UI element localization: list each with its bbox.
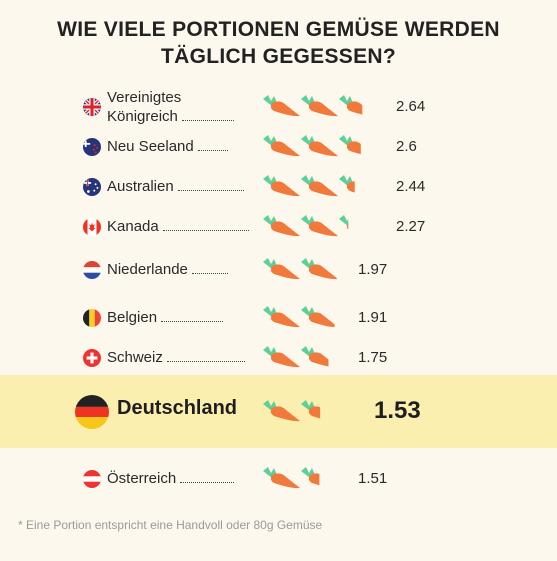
carrot-mark xyxy=(339,175,355,193)
carrot-mark xyxy=(301,215,338,237)
flag-be-icon xyxy=(83,309,101,327)
chart-title: WIE VIELE PORTIONEN GEMÜSE WERDEN TÄGLIC… xyxy=(0,16,557,70)
carrot-mark xyxy=(339,135,361,155)
tick-label: Neu Seeland xyxy=(107,137,228,156)
carrot-mark xyxy=(301,95,338,117)
flag-uk-icon xyxy=(83,98,101,116)
tick-label: Australien xyxy=(107,177,244,196)
tick-label: Vereinigtes Königreich xyxy=(107,88,234,126)
data-label: 1.91 xyxy=(358,309,388,326)
flag-au-icon xyxy=(83,178,101,196)
carrot-mark xyxy=(263,258,300,280)
carrot-mark xyxy=(263,135,300,157)
data-label: 2.27 xyxy=(396,218,426,235)
title-line-2: TÄGLICH GEGESSEN? xyxy=(161,45,396,68)
carrot-mark xyxy=(263,95,300,117)
data-label: 1.97 xyxy=(358,261,388,278)
carrot-mark xyxy=(301,258,337,280)
carrot-mark xyxy=(339,95,363,115)
flag-ch-icon xyxy=(83,349,101,367)
data-label: 1.51 xyxy=(358,470,388,487)
carrot-mark xyxy=(263,306,300,328)
flag-nl-icon xyxy=(83,261,101,279)
flag-de-icon xyxy=(75,395,109,429)
carrot-mark xyxy=(339,215,349,230)
tick-label: Österreich xyxy=(107,469,235,488)
carrot-bar xyxy=(263,175,355,197)
title-line-1: WIE VIELE PORTIONEN GEMÜSE WERDEN xyxy=(57,18,500,41)
carrot-mark xyxy=(301,135,338,157)
carrot-mark xyxy=(301,467,320,486)
carrot-mark xyxy=(301,306,335,328)
flag-nz-icon xyxy=(83,138,101,156)
tick-label: Belgien xyxy=(107,308,224,327)
data-label: 1.53 xyxy=(374,397,421,424)
carrot-mark xyxy=(263,467,300,489)
carrot-bar xyxy=(263,467,320,489)
carrot-bar xyxy=(263,400,321,422)
carrot-bar xyxy=(263,95,363,117)
footnote: * Eine Portion entspricht eine Handvoll … xyxy=(18,518,323,532)
carrot-mark xyxy=(301,346,329,367)
carrot-bar xyxy=(263,346,329,368)
data-label: 2.6 xyxy=(396,138,417,155)
tick-label: Kanada xyxy=(107,217,249,236)
data-label: 1.75 xyxy=(358,349,388,366)
tick-label: Deutschland xyxy=(117,397,238,419)
carrot-bar xyxy=(263,258,337,280)
carrot-mark xyxy=(263,175,300,197)
carrot-bar xyxy=(263,306,335,328)
tick-label: Niederlande xyxy=(107,260,228,279)
data-label: 2.64 xyxy=(396,98,426,115)
carrot-mark xyxy=(301,400,321,419)
data-label: 2.44 xyxy=(396,178,426,195)
tick-label: Schweiz xyxy=(107,348,245,367)
carrot-mark xyxy=(301,175,338,197)
carrot-bar xyxy=(263,135,361,157)
carrot-mark xyxy=(263,400,300,422)
flag-at-icon xyxy=(83,470,101,488)
flag-ca-icon xyxy=(83,218,101,236)
carrot-bar xyxy=(263,215,349,237)
carrot-mark xyxy=(263,215,300,237)
carrot-mark xyxy=(263,346,300,368)
